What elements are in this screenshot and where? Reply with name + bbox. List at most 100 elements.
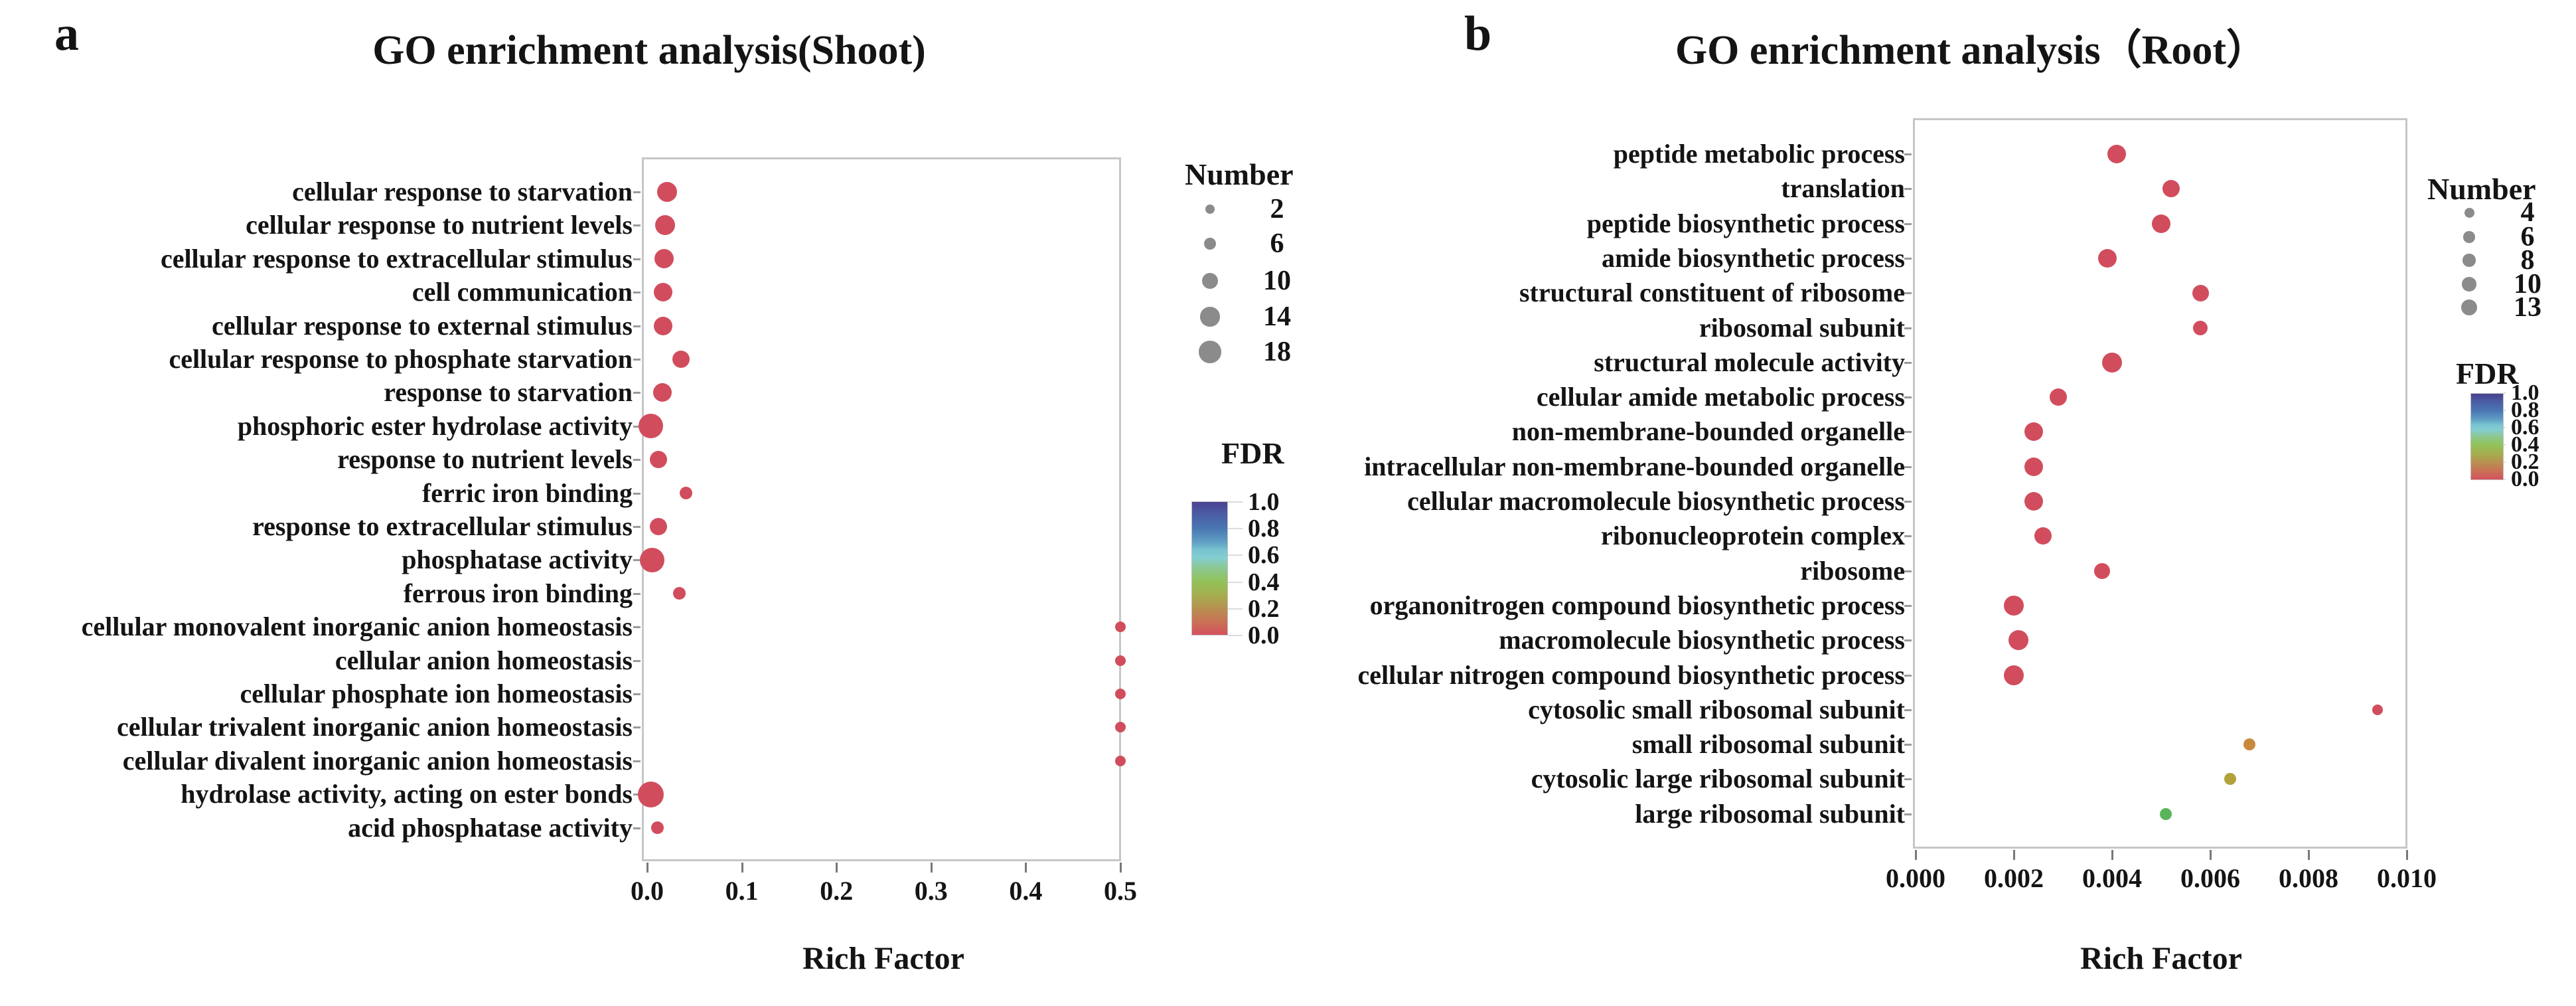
data-point <box>2102 352 2122 373</box>
x-tick <box>1025 863 1027 873</box>
x-tick-label: 0.004 <box>2082 863 2142 893</box>
x-tick <box>2111 850 2113 860</box>
category-label: ribosome <box>1800 555 1905 586</box>
legend-count-label: 6 <box>2520 222 2535 252</box>
legend-dot <box>2464 207 2474 218</box>
colorbar-tick <box>1228 582 1243 583</box>
category-label: ferric iron binding <box>421 477 633 508</box>
category-label: peptide biosynthetic process <box>1586 208 1905 238</box>
y-tick <box>1904 674 1912 677</box>
x-tick <box>2406 850 2408 860</box>
x-tick <box>2210 850 2212 860</box>
legend-count-label: 10 <box>1263 266 1291 296</box>
category-label: cellular nitrogen compound biosynthetic … <box>1357 659 1906 690</box>
category-label: cellular response to starvation <box>292 177 633 207</box>
data-point <box>2193 320 2208 335</box>
y-tick <box>1904 292 1912 295</box>
category-label: intracellular non-membrane-bounded organ… <box>1364 451 1905 481</box>
y-tick <box>633 359 641 361</box>
data-point <box>654 249 674 269</box>
x-tick <box>2308 850 2310 860</box>
size-legend-title: Number <box>2427 172 2536 206</box>
category-label: non-membrane-bounded organelle <box>1511 416 1905 447</box>
category-label: cellular monovalent inorganic anion home… <box>81 612 633 642</box>
y-tick <box>1904 257 1912 260</box>
legend-dot <box>2461 299 2477 315</box>
category-label: acid phosphatase activity <box>348 812 633 843</box>
x-tick <box>930 863 933 873</box>
colorbar-tick-label: 0.0 <box>1248 622 1280 649</box>
legend-dot <box>1205 204 1215 214</box>
data-point <box>2008 630 2029 651</box>
colorbar-tick-label: 0.2 <box>2511 450 2539 474</box>
colorbar-tick-label: 0.4 <box>1248 568 1280 596</box>
colorbar-tick <box>1228 608 1243 610</box>
category-label: hydrolase activity, acting on ester bond… <box>181 779 633 809</box>
category-label: ribosomal subunit <box>1699 312 1905 343</box>
category-label: cytosolic small ribosomal subunit <box>1528 694 1905 724</box>
data-point <box>2162 180 2180 198</box>
plot-area <box>642 157 1121 861</box>
colorbar-tick <box>1228 554 1243 556</box>
data-point <box>655 215 676 236</box>
y-tick <box>1904 431 1912 434</box>
color-legend-title: FDR <box>1221 436 1284 470</box>
category-label: structural molecule activity <box>1594 347 1905 377</box>
x-tick <box>1915 850 1917 860</box>
x-tick <box>741 863 743 873</box>
legend-count-label: 8 <box>2520 245 2535 276</box>
legend-dot <box>1199 341 1221 363</box>
y-tick <box>633 760 641 762</box>
category-label: response to extracellular stimulus <box>252 511 633 541</box>
category-label: organonitrogen compound biosynthetic pro… <box>1369 590 1905 620</box>
data-point <box>2049 388 2067 406</box>
legend-count-label: 10 <box>2514 269 2541 299</box>
category-label: cellular response to extracellular stimu… <box>160 243 633 274</box>
legend-count-label: 18 <box>1263 337 1291 367</box>
y-tick <box>633 526 641 528</box>
data-point <box>2094 562 2111 579</box>
category-label: phosphatase activity <box>402 545 633 575</box>
colorbar-tick-label: 0.4 <box>2511 432 2539 457</box>
category-label: cellular macromolecule biosynthetic proc… <box>1407 486 1905 516</box>
y-tick <box>1904 396 1912 399</box>
colorbar-tick-label: 1.0 <box>2511 380 2539 405</box>
x-tick-label: 0.006 <box>2180 863 2240 893</box>
colorbar-tick <box>2504 427 2506 428</box>
data-point <box>650 518 668 535</box>
panel-letter: b <box>1464 7 1492 61</box>
data-point <box>2192 284 2209 301</box>
data-point <box>2024 422 2043 442</box>
y-tick <box>1904 501 1912 503</box>
category-label: small ribosomal subunit <box>1631 729 1905 760</box>
x-axis-title: Rich Factor <box>802 941 964 976</box>
y-tick <box>633 559 641 562</box>
legend-dot <box>2462 254 2476 267</box>
y-tick <box>633 626 641 629</box>
category-label: macromolecule biosynthetic process <box>1499 625 1905 655</box>
data-point <box>639 414 664 439</box>
x-tick-label: 0.002 <box>1984 863 2044 893</box>
data-point <box>651 821 664 835</box>
y-tick <box>1904 744 1912 746</box>
colorbar-tick <box>1228 635 1243 636</box>
legend-count-label: 2 <box>1270 194 1284 224</box>
data-point <box>654 316 673 335</box>
legend-dot <box>2462 277 2476 292</box>
category-label: ferrous iron binding <box>403 578 633 608</box>
data-point <box>2034 527 2052 545</box>
x-tick <box>646 863 648 873</box>
colorbar-tick-label: 0.6 <box>1248 541 1280 569</box>
x-tick-label: 0.000 <box>1886 863 1945 893</box>
y-tick <box>1904 813 1912 815</box>
category-label: response to starvation <box>384 377 633 408</box>
data-point <box>1115 622 1126 633</box>
colorbar-tick-label: 1.0 <box>1248 488 1280 516</box>
colorbar-tick-label: 0.8 <box>1248 515 1280 543</box>
category-label: structural constituent of ribosome <box>1519 278 1905 308</box>
y-tick <box>633 827 641 829</box>
y-tick <box>1904 778 1912 781</box>
panel-letter: a <box>54 7 79 61</box>
x-tick-label: 0.008 <box>2279 863 2338 893</box>
